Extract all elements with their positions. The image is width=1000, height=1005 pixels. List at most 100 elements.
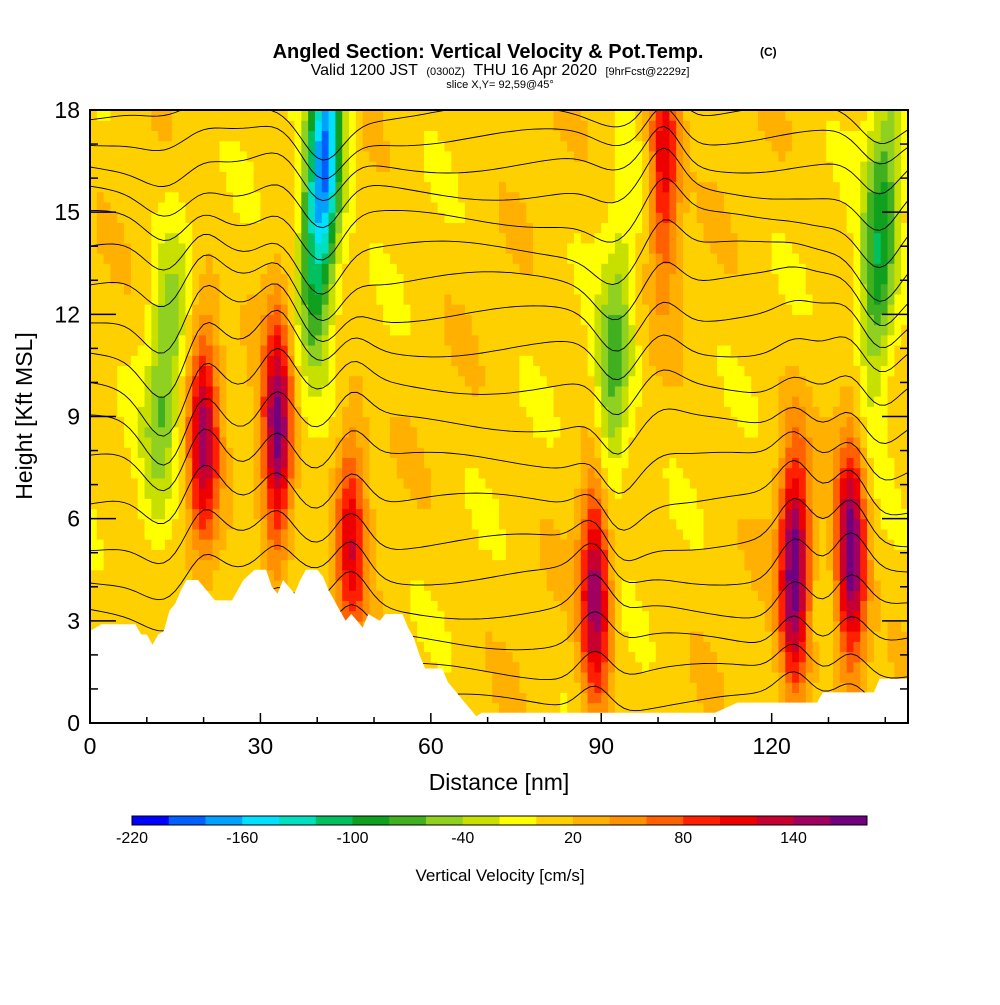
velocity-cell — [464, 416, 473, 428]
velocity-cell — [628, 600, 636, 612]
velocity-cell — [253, 344, 262, 356]
velocity-cell — [458, 334, 466, 346]
velocity-cell — [635, 191, 643, 203]
velocity-cell — [90, 539, 98, 550]
velocity-cell — [389, 488, 398, 499]
velocity-cell — [233, 344, 241, 356]
velocity-cell — [567, 661, 575, 673]
velocity-cell — [403, 324, 411, 336]
velocity-cell — [219, 518, 227, 530]
velocity-cell — [349, 467, 357, 479]
velocity-cell — [151, 293, 159, 305]
velocity-cell — [158, 293, 166, 305]
velocity-cell — [635, 365, 643, 377]
velocity-cell — [301, 263, 309, 275]
velocity-cell — [614, 498, 623, 510]
velocity-cell — [137, 253, 146, 264]
velocity-cell — [396, 600, 405, 612]
velocity-cell — [430, 110, 439, 121]
velocity-cell — [389, 426, 398, 438]
velocity-cell — [635, 120, 643, 132]
velocity-cell — [499, 344, 507, 356]
velocity-cell — [369, 406, 377, 418]
velocity-cell — [546, 201, 555, 213]
velocity-cell — [533, 293, 541, 305]
velocity-cell — [301, 283, 309, 295]
velocity-cell — [369, 569, 377, 581]
velocity-cell — [560, 110, 568, 121]
velocity-cell — [362, 447, 371, 458]
velocity-cell — [103, 426, 112, 438]
velocity-cell — [103, 344, 112, 356]
velocity-cell — [471, 590, 480, 601]
velocity-cell — [499, 222, 507, 234]
velocity-cell — [512, 396, 521, 407]
velocity-cell — [253, 528, 262, 540]
velocity-cell — [342, 365, 350, 377]
velocity-cell — [314, 396, 323, 407]
velocity-cell — [137, 590, 146, 601]
velocity-cell — [417, 641, 425, 653]
velocity-cell — [485, 375, 493, 387]
velocity-cell — [403, 293, 411, 305]
velocity-cell — [573, 314, 582, 326]
velocity-cell — [280, 467, 289, 479]
velocity-cell — [396, 477, 405, 489]
velocity-cell — [526, 181, 534, 193]
velocity-cell — [471, 242, 480, 254]
velocity-cell — [328, 283, 336, 295]
velocity-cell — [185, 436, 193, 448]
velocity-cell — [103, 590, 112, 601]
velocity-cell — [628, 416, 636, 428]
velocity-cell — [580, 488, 589, 499]
velocity-cell — [464, 467, 473, 479]
velocity-cell — [478, 692, 486, 704]
velocity-cell — [199, 242, 207, 254]
velocity-cell — [458, 426, 466, 438]
velocity-cell — [417, 201, 425, 213]
velocity-cell — [621, 477, 630, 489]
velocity-cell — [369, 181, 377, 193]
velocity-cell — [103, 171, 112, 183]
velocity-cell — [178, 498, 187, 510]
velocity-cell — [499, 130, 507, 142]
velocity-cell — [376, 110, 384, 121]
velocity-cell — [376, 253, 384, 264]
velocity-cell — [199, 488, 207, 499]
velocity-cell — [383, 242, 391, 254]
velocity-cell — [512, 569, 521, 581]
velocity-cell — [519, 620, 527, 632]
velocity-cell — [130, 324, 139, 336]
velocity-cell — [376, 140, 384, 152]
velocity-cell — [376, 477, 384, 489]
velocity-cell — [151, 283, 159, 295]
velocity-cell — [280, 273, 289, 285]
velocity-cell — [560, 161, 568, 172]
velocity-cell — [355, 263, 364, 275]
plot-area — [90, 110, 908, 723]
velocity-cell — [648, 682, 657, 693]
velocity-cell — [499, 467, 507, 479]
velocity-cell — [90, 375, 98, 387]
velocity-cell — [144, 610, 152, 622]
velocity-cell — [137, 314, 146, 326]
velocity-cell — [246, 140, 255, 152]
velocity-cell — [219, 181, 227, 193]
velocity-cell — [499, 436, 507, 448]
velocity-cell — [519, 181, 527, 193]
velocity-cell — [328, 304, 336, 315]
velocity-cell — [437, 334, 446, 346]
velocity-cell — [158, 436, 166, 448]
velocity-cell — [239, 416, 248, 428]
velocity-cell — [171, 232, 180, 244]
velocity-cell — [137, 191, 146, 203]
velocity-cell — [90, 334, 98, 346]
velocity-cell — [246, 324, 255, 336]
velocity-cell — [458, 344, 466, 356]
velocity-cell — [267, 334, 275, 346]
velocity-cell — [137, 365, 146, 377]
velocity-cell — [512, 334, 521, 346]
velocity-cell — [178, 528, 187, 540]
velocity-cell — [355, 344, 364, 356]
velocity-cell — [199, 498, 207, 510]
